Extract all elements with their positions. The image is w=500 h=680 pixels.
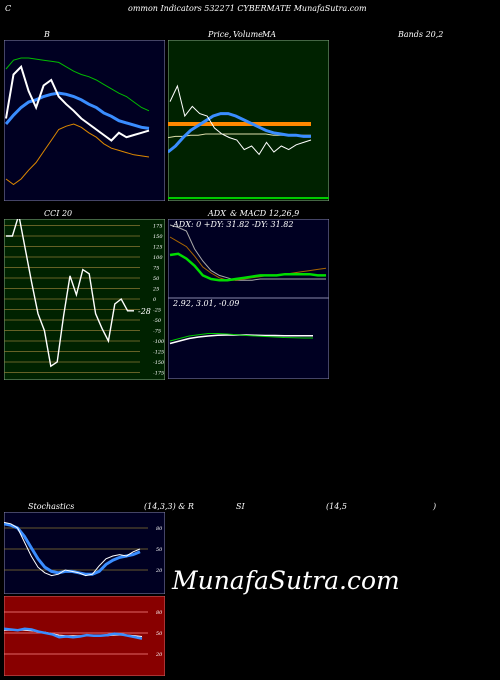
stoch-label: Stochastics <box>28 502 75 511</box>
cci-tick-label: 150 <box>153 234 163 240</box>
stochastics-panel: 80 50 20 <box>4 512 165 594</box>
macd-label: & MACD 12,26,9 <box>230 209 300 218</box>
rsi-line <box>4 627 143 640</box>
cci-label: CCI 20 <box>44 209 73 218</box>
cci-tick-label: 50 <box>153 276 160 282</box>
adx-line <box>169 252 326 282</box>
rsi-panel: 80 50 20 <box>4 596 165 676</box>
bb-upper-line <box>5 57 150 112</box>
stochastics-bg <box>4 512 165 594</box>
rsi-tick-label: 20 <box>155 652 163 658</box>
cci-tick-label: 0 <box>153 297 157 303</box>
cci-tick-label: 25 <box>152 287 159 293</box>
header-title: ommon Indicators 532271 CYBERMATE Munafa… <box>128 4 367 13</box>
cci-tick-label: -175 <box>153 371 164 377</box>
rsi-tick-label: 80 <box>156 610 163 616</box>
stoch-tick-label: 80 <box>156 526 163 532</box>
adx-values: ADX: 0 +DY: 31.82 -DY: 31.82 <box>173 220 294 229</box>
cci-tick-label: 175 <box>153 224 163 230</box>
adx-ndi-line <box>169 224 326 281</box>
cci-tick-label: -125 <box>153 350 164 356</box>
adx-label: ADX <box>208 209 226 218</box>
adx-bg <box>168 219 329 298</box>
ma-fast-line <box>168 112 311 154</box>
stoch-tick-label: 20 <box>155 568 163 574</box>
rsi-close: ) <box>433 502 437 511</box>
cci-tick-label: -75 <box>153 329 161 335</box>
cci-panel: 175 150 125 100 75 50 25 0 -25 -50 -75 -100 -125 -150… <box>4 219 165 380</box>
header-c: C <box>5 4 12 13</box>
adx-panel <box>168 219 329 298</box>
cci-tick-label: -25 <box>153 308 161 314</box>
bb-middle-line <box>4 91 150 130</box>
cci-tick-label: 125 <box>153 245 163 251</box>
bands-label: Bands 20,2 <box>398 30 444 39</box>
macd-values: 2.92, 3.01, -0.09 <box>173 299 240 308</box>
cci-line <box>6 219 134 368</box>
stoch-params: (14,3,3) & R <box>144 502 194 511</box>
cci-tick-label: 75 <box>153 266 159 272</box>
cci-tick-label: -100 <box>153 339 165 345</box>
price-label: Price, <box>208 30 232 39</box>
macd-panel <box>168 298 329 379</box>
ma-label: MA <box>262 30 276 39</box>
price-line <box>169 84 312 156</box>
ma-band-orange <box>168 122 311 126</box>
rsi-params: (14,5 <box>326 502 347 511</box>
volume-baseline <box>168 197 329 199</box>
bb-price-line <box>5 64 150 142</box>
rsi-tick-label: 50 <box>156 631 163 637</box>
rsi-label: SI <box>236 502 245 511</box>
bb-lower-line <box>5 123 150 186</box>
cci-last-label: -28 <box>138 307 151 316</box>
cci-tick-label: -50 <box>153 318 162 324</box>
cci-tick-label: 100 <box>153 255 163 261</box>
bollinger-panel <box>4 40 165 201</box>
macd-bg <box>168 298 329 379</box>
macd-line <box>169 333 313 342</box>
volume-label: Volume <box>233 30 263 39</box>
price-ma-panel <box>168 40 329 201</box>
watermark: MunafaSutra.com <box>172 566 400 595</box>
cci-bg <box>4 219 165 380</box>
bb-label: B <box>44 30 50 39</box>
stoch-tick-label: 50 <box>156 547 163 553</box>
stoch-k-line <box>4 521 141 577</box>
cci-tick-label: -150 <box>153 360 165 366</box>
